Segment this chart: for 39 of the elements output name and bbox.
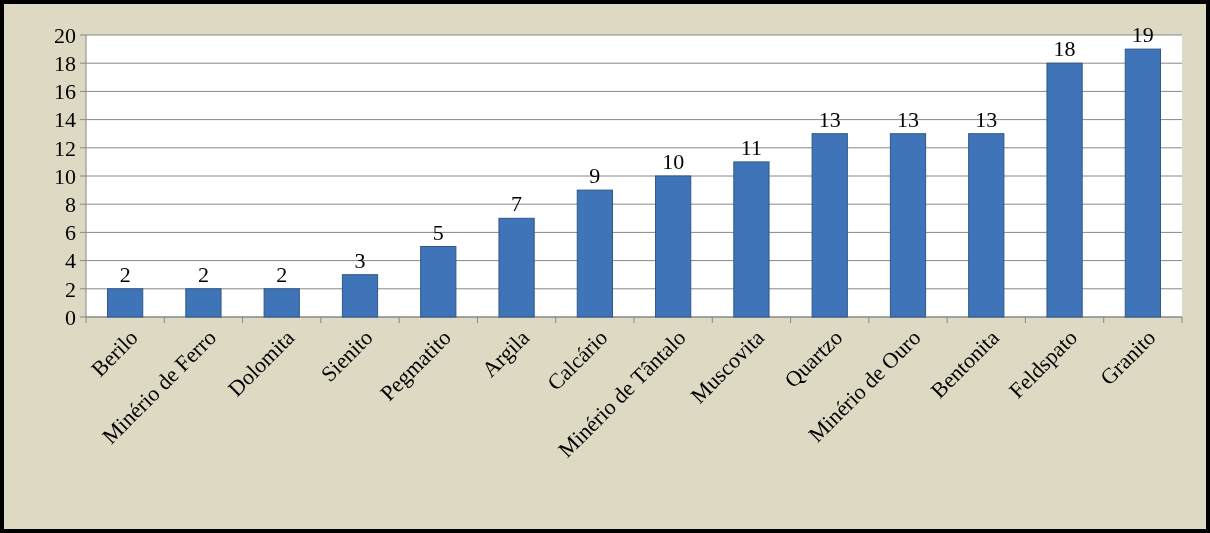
y-tick-label: 4 [65, 248, 76, 274]
bar [811, 133, 848, 318]
bar [1046, 62, 1083, 318]
y-tick-label: 14 [54, 107, 76, 133]
y-tick-label: 8 [65, 191, 76, 217]
data-label: 3 [354, 247, 366, 273]
y-tick-label: 10 [54, 163, 76, 189]
data-label: 2 [197, 261, 209, 287]
y-tick-label: 20 [54, 22, 76, 48]
data-label: 11 [740, 134, 763, 160]
bar [968, 133, 1005, 318]
y-tick-label: 18 [54, 50, 76, 76]
data-label: 7 [511, 191, 523, 217]
data-label: 13 [975, 106, 998, 132]
data-label: 10 [662, 149, 685, 174]
y-tick-label: 6 [65, 220, 76, 246]
bar [341, 274, 379, 318]
bar [263, 288, 300, 318]
y-tick-label: 0 [65, 304, 76, 330]
bar [655, 175, 692, 318]
bar [185, 288, 222, 318]
y-tick-label: 2 [65, 276, 76, 302]
y-tick-label: 16 [54, 79, 76, 105]
data-label: 2 [119, 261, 131, 287]
bar [498, 217, 535, 318]
data-label: 18 [1053, 36, 1076, 62]
y-tick-label: 12 [54, 135, 76, 161]
bar [107, 288, 144, 318]
bar [889, 133, 927, 318]
bar [733, 161, 770, 318]
data-label: 2 [276, 261, 288, 287]
bar [576, 189, 613, 318]
data-label: 5 [432, 219, 444, 245]
bar [420, 246, 457, 318]
data-label: 13 [897, 106, 919, 132]
data-label: 19 [1131, 22, 1154, 48]
data-label: 9 [589, 163, 601, 189]
bar [1124, 48, 1161, 318]
data-label: 13 [818, 106, 841, 132]
